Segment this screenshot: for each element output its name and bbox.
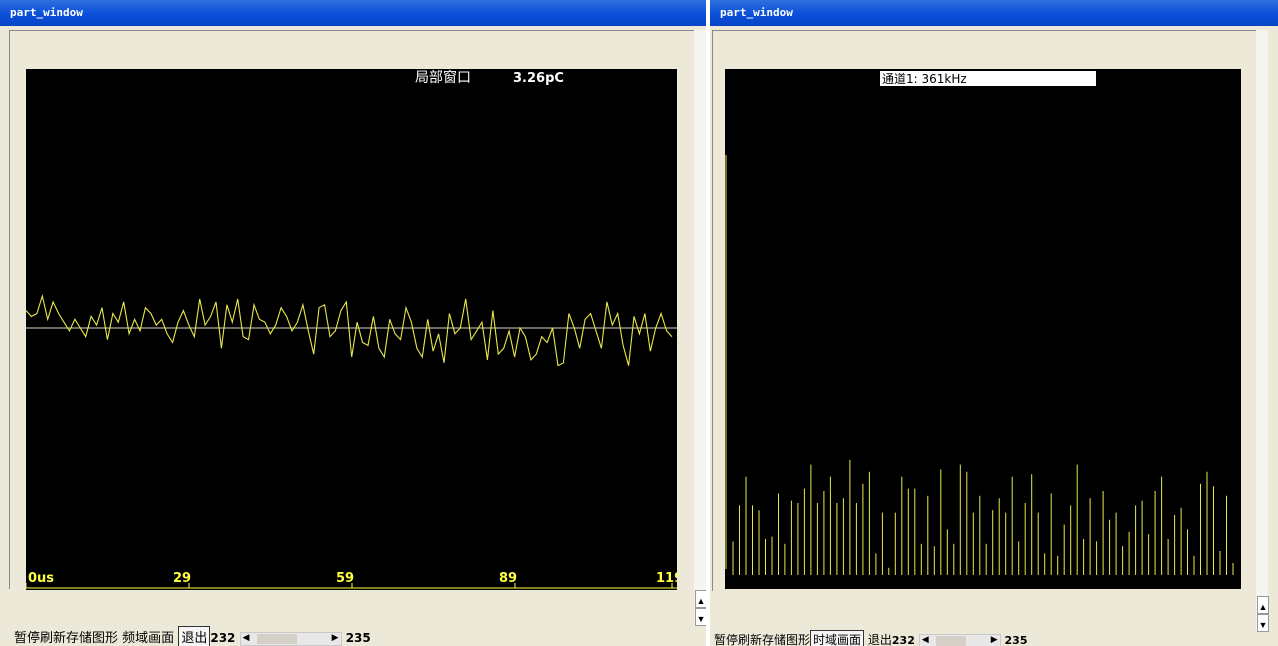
scroll-thumb[interactable] bbox=[256, 633, 297, 644]
waveform-line bbox=[26, 293, 673, 367]
right-spectrum-chart: 通道1: 361kHz bbox=[725, 71, 1234, 575]
right-window-titlebar[interactable]: part_window bbox=[710, 0, 1278, 26]
left-horizontal-scrollbar[interactable]: ◀ ▶ bbox=[239, 631, 342, 646]
scroll-thumb[interactable] bbox=[935, 635, 966, 646]
right-window-client: 通道1: 361kHz bbox=[712, 30, 1257, 591]
left-waveform-chart: 局部窗口 3.26pC 0us 29 59 89 119 bbox=[26, 69, 677, 589]
scroll-right-icon[interactable]: ▶ bbox=[990, 634, 998, 645]
x-tick-label: 29 bbox=[173, 571, 191, 586]
pause-refresh-button[interactable]: 暂停刷新 bbox=[714, 633, 763, 646]
range-end-value: 235 bbox=[1004, 634, 1028, 646]
left-window: part_window 局部窗口 3.26pC 0us 29 59 89 119 ▲ ▼… bbox=[0, 0, 706, 646]
left-plot-area: 局部窗口 3.26pC 0us 29 59 89 119 bbox=[26, 69, 677, 590]
scroll-up-icon[interactable]: ▲ bbox=[1257, 596, 1269, 614]
right-toolbar: 暂停刷新存储图形 时域画面 退出232 ◀ ▶ 235 bbox=[714, 630, 1027, 646]
scroll-down-icon[interactable]: ▼ bbox=[695, 608, 706, 626]
scroll-right-icon[interactable]: ▶ bbox=[331, 632, 339, 643]
save-graph-button[interactable]: 存储图形 bbox=[66, 631, 119, 646]
scroll-down-icon[interactable]: ▼ bbox=[1257, 614, 1269, 632]
exit-button[interactable]: 退出 bbox=[867, 633, 892, 646]
plot-header-value: 3.26pC bbox=[513, 71, 564, 86]
left-window-titlebar[interactable]: part_window bbox=[0, 0, 706, 26]
x-tick-label: 0us bbox=[28, 571, 54, 586]
left-toolbar: 暂停刷新存储图形 频域画面 退出 232 ◀ ▶ 235 bbox=[14, 626, 371, 646]
right-vertical-scrollbar[interactable]: ▲ ▼ bbox=[1256, 30, 1269, 632]
range-start-value: 232 bbox=[210, 631, 236, 645]
scroll-left-icon[interactable]: ◀ bbox=[242, 632, 250, 643]
pause-refresh-button[interactable]: 暂停刷新 bbox=[14, 631, 67, 646]
right-plot-area: 通道1: 361kHz bbox=[725, 69, 1241, 589]
scroll-up-icon[interactable]: ▲ bbox=[695, 590, 706, 608]
channel-label-box bbox=[880, 71, 1096, 86]
exit-button[interactable]: 退出 bbox=[178, 626, 211, 646]
time-view-button[interactable]: 时域画面 bbox=[810, 630, 865, 646]
left-vertical-scrollbar[interactable]: ▲ ▼ bbox=[694, 30, 706, 626]
x-tick-label: 89 bbox=[499, 571, 517, 586]
right-horizontal-scrollbar[interactable]: ◀ ▶ bbox=[918, 633, 1001, 646]
range-start-value: 232 bbox=[891, 634, 915, 646]
x-tick-label: 59 bbox=[336, 571, 354, 586]
plot-header-label: 局部窗口 bbox=[415, 69, 471, 86]
left-window-client: 局部窗口 3.26pC 0us 29 59 89 119 bbox=[9, 30, 695, 590]
freq-view-button[interactable]: 频域画面 bbox=[122, 631, 175, 646]
x-tick-label: 119 bbox=[656, 571, 677, 586]
scroll-left-icon[interactable]: ◀ bbox=[921, 634, 929, 645]
channel-label: 通道1: 361kHz bbox=[882, 72, 967, 86]
right-window-title: part_window bbox=[720, 6, 793, 19]
save-graph-button[interactable]: 存储图形 bbox=[762, 633, 811, 646]
right-window: part_window 通道1: 361kHz ▲ ▼ 暂停刷新存储图形 时域画面… bbox=[710, 0, 1278, 646]
range-end-value: 235 bbox=[345, 631, 371, 645]
left-window-title: part_window bbox=[10, 6, 83, 19]
